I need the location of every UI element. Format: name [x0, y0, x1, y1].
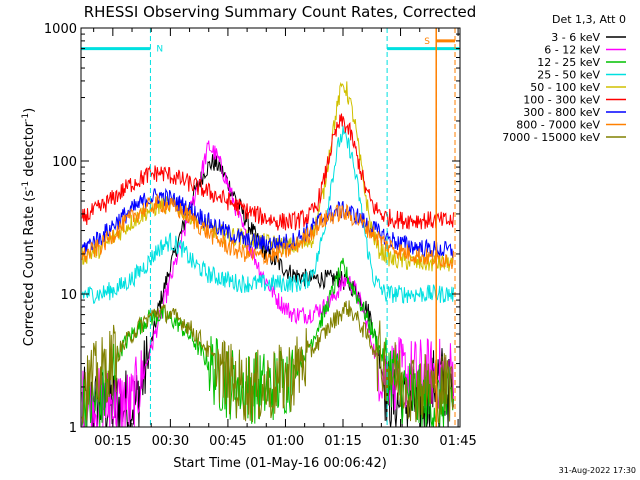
y-axis-label-main: Corrected Count Rate (s [22, 190, 37, 347]
y-axis-label-sup1: -1 [21, 181, 31, 190]
y-tick-label-2: 100 [52, 155, 77, 170]
series-line-7 [81, 192, 454, 270]
night-label: N [156, 45, 163, 55]
plot-frame [80, 27, 461, 428]
chart-title: RHESSI Observing Summary Count Rates, Co… [84, 3, 477, 21]
annotation-layer: NS [81, 28, 460, 427]
y-axis-label-mid: detector [22, 121, 37, 181]
y-axis-label: Corrected Count Rate (s-1 detector-1) [21, 108, 37, 346]
series-line-3 [81, 125, 454, 304]
legend-label-5: 100 - 300 keV [523, 94, 600, 107]
x-tick-label-1: 00:30 [152, 434, 189, 449]
x-tick-label-6: 01:45 [439, 434, 476, 449]
series-layer [81, 81, 454, 427]
y-axis-label-sup2: -1 [21, 113, 31, 122]
x-axis-label: Start Time (01-May-16 00:06:42) [173, 456, 387, 471]
y-axis-label-end: ) [22, 108, 37, 113]
legend-header: Det 1,3, Att 0 [552, 13, 626, 26]
plot-area: NS 00:15 00:30 00:45 01:00 01:15 01:30 01:45 1… [44, 22, 477, 449]
y-axis: 1 10 100 1000 [44, 22, 460, 436]
x-tick-label-4: 01:15 [324, 434, 361, 449]
saa-label: S [424, 37, 430, 47]
x-tick-label-2: 00:45 [209, 434, 246, 449]
x-axis: 00:15 00:30 00:45 01:00 01:15 01:30 01:45 [93, 28, 477, 449]
footer-timestamp: 31-Aug-2022 17:30 [559, 466, 636, 475]
x-tick-label-3: 01:00 [267, 434, 304, 449]
legend-label-2: 12 - 25 keV [537, 56, 600, 69]
y-tick-label-0: 1 [69, 421, 77, 436]
legend-label-8: 7000 - 15000 keV [502, 131, 600, 144]
legend-label-0: 3 - 6 keV [551, 31, 600, 44]
series-line-2 [81, 257, 454, 427]
series-line-8 [81, 300, 454, 425]
legend-label-4: 50 - 100 keV [530, 81, 600, 94]
legend-label-1: 6 - 12 keV [544, 44, 600, 57]
legend-label-7: 800 - 7000 keV [516, 119, 600, 132]
legend-label-6: 300 - 800 keV [523, 106, 600, 119]
legend-label-3: 25 - 50 keV [537, 69, 600, 82]
series-line-6 [81, 187, 454, 259]
x-tick-label-5: 01:30 [382, 434, 419, 449]
y-tick-label-3: 1000 [44, 22, 77, 37]
series-line-5 [81, 113, 454, 231]
x-tick-label-0: 00:15 [94, 434, 131, 449]
y-tick-label-1: 10 [60, 288, 77, 303]
